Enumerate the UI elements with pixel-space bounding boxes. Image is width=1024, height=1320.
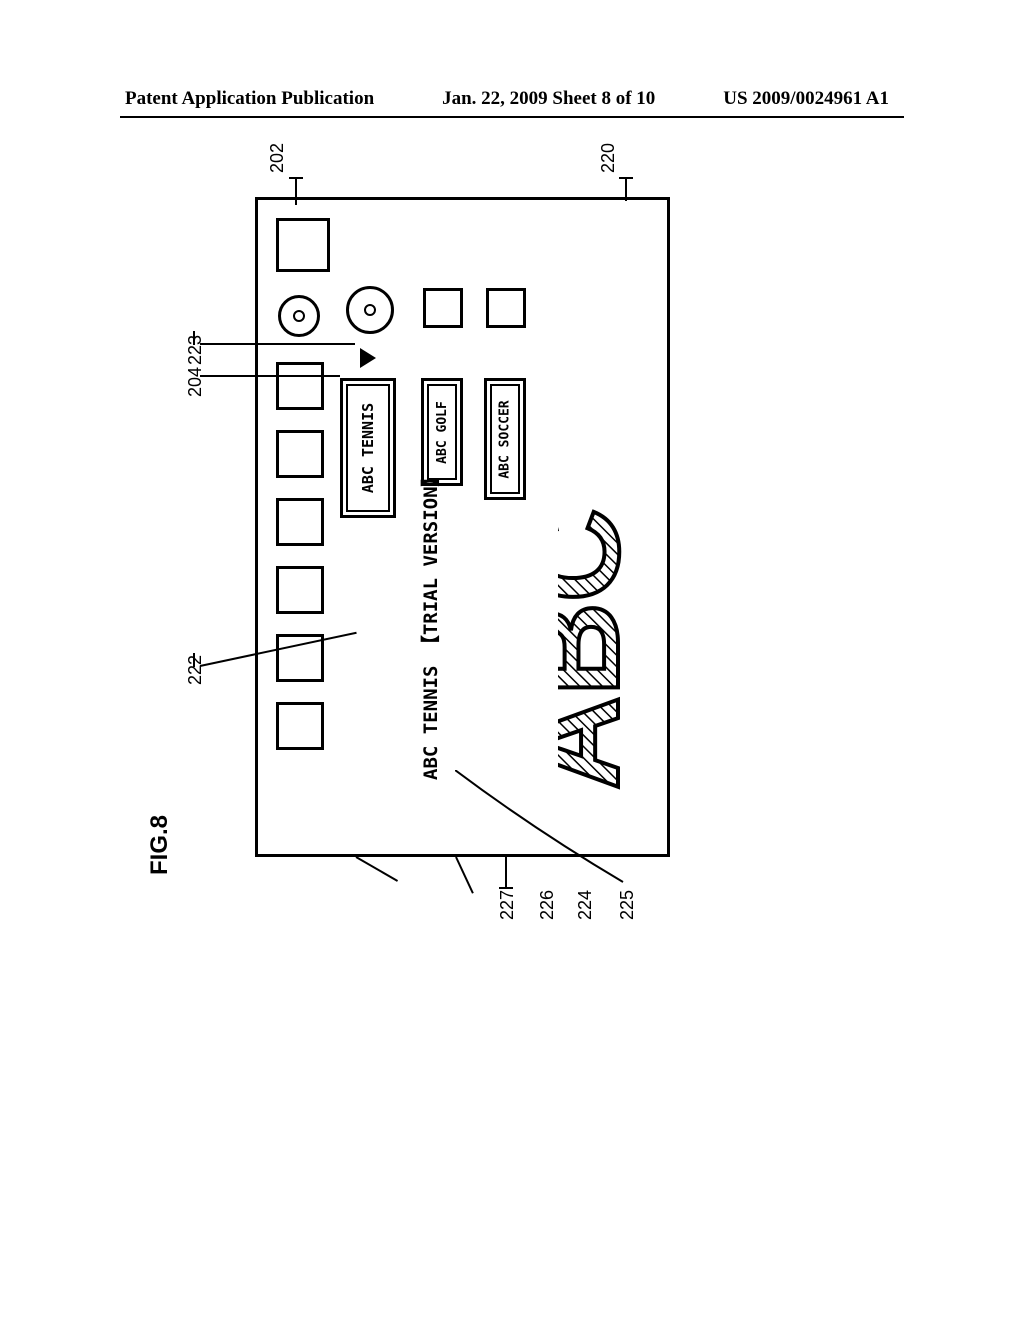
menu-icon-1 — [276, 218, 330, 272]
ref-227: 227 — [497, 890, 518, 920]
grid-icon-c — [276, 498, 324, 546]
tick-220 — [619, 177, 633, 179]
leader-223 — [200, 343, 355, 345]
ref-202: 202 — [267, 143, 288, 173]
ref-224: 224 — [575, 890, 596, 920]
leader-204 — [200, 375, 340, 377]
ref-225: 225 — [617, 890, 638, 920]
card-abc-tennis-label: ABC TENNIS — [359, 403, 377, 493]
header-left: Patent Application Publication — [125, 88, 374, 110]
patent-header: Patent Application Publication Jan. 22, … — [0, 88, 1024, 110]
title-text: ABC TENNIS 【TRIAL VERSION】 — [416, 467, 443, 780]
cross-icon-2 — [486, 288, 526, 328]
disc-icon-mid — [346, 286, 394, 334]
card-abc-soccer[interactable]: ABC SOCCER — [484, 378, 526, 500]
header-rule — [120, 116, 904, 118]
disc-icon-top — [278, 295, 320, 337]
ref-223: 223 — [185, 335, 206, 365]
figure-container: ABC TENNIS ABC GOLF ABC SOCCER ABC TENNI… — [255, 185, 685, 865]
header-center: Jan. 22, 2009 Sheet 8 of 10 — [442, 88, 655, 110]
grid-icon-b — [276, 430, 324, 478]
leader-202 — [295, 177, 297, 205]
abc-logo: ABC — [558, 290, 658, 760]
header-right: US 2009/0024961 A1 — [723, 88, 889, 110]
leader-220 — [625, 177, 627, 201]
tick-202 — [289, 177, 303, 179]
card-abc-tennis[interactable]: ABC TENNIS — [340, 378, 396, 518]
screen-box: ABC TENNIS ABC GOLF ABC SOCCER ABC TENNI… — [255, 197, 670, 857]
ref-204: 204 — [185, 367, 206, 397]
figure-label: FIG.8 — [146, 815, 174, 875]
card-abc-golf-label: ABC GOLF — [435, 401, 450, 464]
grid-icon-f — [276, 702, 324, 750]
grid-icon-a — [276, 362, 324, 410]
ref-222: 222 — [185, 655, 206, 685]
ref-220: 220 — [598, 143, 619, 173]
arrow-icon — [360, 348, 376, 368]
ref-226: 226 — [537, 890, 558, 920]
cross-icon-1 — [423, 288, 463, 328]
card-abc-soccer-label: ABC SOCCER — [498, 400, 513, 478]
leader-225 — [455, 770, 635, 890]
svg-text:ABC: ABC — [558, 508, 646, 790]
grid-icon-d — [276, 566, 324, 614]
leader-224 — [356, 856, 399, 882]
